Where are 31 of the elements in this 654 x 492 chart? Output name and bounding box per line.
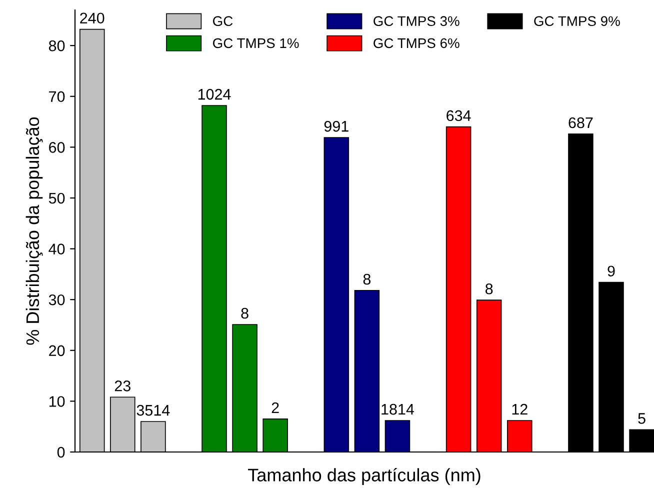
y-tick-label: 10 (49, 396, 65, 407)
y-tick-label: 40 (48, 244, 65, 254)
annotation: 23 (114, 380, 130, 392)
y-tick-label: 30 (48, 294, 65, 306)
legend-label: GC TMPS 3% (374, 16, 460, 26)
annotation: 240 (80, 12, 104, 24)
y-tick-label: 20 (49, 345, 65, 356)
annotation: 687 (568, 117, 593, 128)
annotation: 3514 (136, 404, 170, 416)
annotation: 2 (272, 402, 279, 414)
annotation: 8 (363, 274, 371, 285)
annotation: 5 (638, 413, 646, 424)
annotation: 8 (241, 308, 248, 319)
annotation: 1024 (198, 88, 231, 100)
annotation: 9 (608, 266, 615, 277)
annotation: 634 (446, 110, 471, 122)
y-tick-label: 50 (48, 192, 65, 204)
y-axis-title: % Distribuição da população (26, 117, 43, 345)
legend-label: GC TMPS 1% (213, 38, 299, 48)
y-tick-label: 0 (57, 446, 65, 458)
annotation: 12 (512, 404, 528, 415)
annotation: 991 (324, 120, 348, 132)
y-tick-label: 60 (49, 142, 65, 153)
legend-label: GC TMPS 9% (534, 16, 620, 26)
legend-label: GC TMPS 6% (374, 38, 460, 48)
annotation: 1814 (382, 404, 414, 415)
x-axis-title: Tamanho das partículas (nm) (248, 468, 480, 486)
annotation: 8 (486, 283, 493, 294)
y-tick-label: 70 (49, 91, 65, 102)
legend-label: GC (213, 16, 233, 26)
y-tick-label: 80 (48, 40, 65, 52)
